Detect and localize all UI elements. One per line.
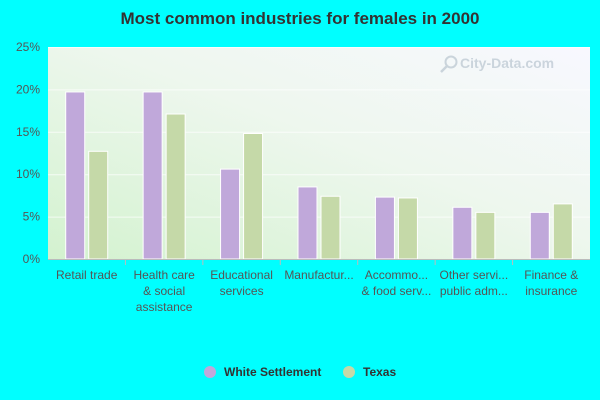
- magnifier-icon: [444, 55, 458, 69]
- bar-texas[interactable]: [552, 203, 573, 260]
- legend: White Settlement Texas: [204, 365, 396, 379]
- watermark: City-Data.com: [440, 55, 554, 73]
- legend-label: White Settlement: [224, 365, 321, 379]
- chart-title: Most common industries for females in 20…: [121, 9, 480, 28]
- watermark-text: City-Data.com: [460, 55, 554, 71]
- legend-label: Texas: [363, 365, 396, 379]
- x-category-label: Other servi... public adm...: [440, 268, 509, 298]
- bar-white-settlement[interactable]: [142, 91, 163, 260]
- bar-texas[interactable]: [88, 150, 109, 260]
- y-tick-label: 20%: [16, 82, 40, 96]
- bar-white-settlement[interactable]: [374, 196, 395, 260]
- bar-white-settlement[interactable]: [65, 91, 86, 260]
- bar-texas[interactable]: [320, 195, 341, 260]
- x-category-label: Retail trade: [56, 268, 118, 282]
- legend-swatch: [343, 366, 355, 378]
- magnifier-handle: [440, 65, 448, 73]
- y-tick-label: 10%: [16, 167, 40, 181]
- y-tick-label: 0%: [23, 252, 41, 266]
- x-category-label: Health care & social assistance: [133, 268, 195, 314]
- x-category-label: Manufactur...: [284, 268, 353, 282]
- y-tick-label: 25%: [16, 40, 40, 54]
- bar-white-settlement[interactable]: [220, 168, 241, 260]
- bar-texas[interactable]: [243, 132, 264, 260]
- y-tick-label: 15%: [16, 125, 40, 139]
- bar-white-settlement[interactable]: [529, 211, 550, 260]
- bar-texas[interactable]: [475, 211, 496, 260]
- bar-texas[interactable]: [165, 113, 186, 260]
- legend-swatch: [204, 366, 216, 378]
- bar-white-settlement[interactable]: [297, 186, 318, 260]
- bar-white-settlement[interactable]: [452, 206, 473, 260]
- bar-texas[interactable]: [397, 197, 418, 260]
- plot-area: [48, 47, 590, 259]
- x-category-label: Educational services: [210, 268, 273, 298]
- y-tick-label: 5%: [23, 210, 41, 224]
- x-category-label: Finance & insurance: [524, 268, 578, 298]
- x-category-label: Accommo... & food serv...: [362, 268, 432, 298]
